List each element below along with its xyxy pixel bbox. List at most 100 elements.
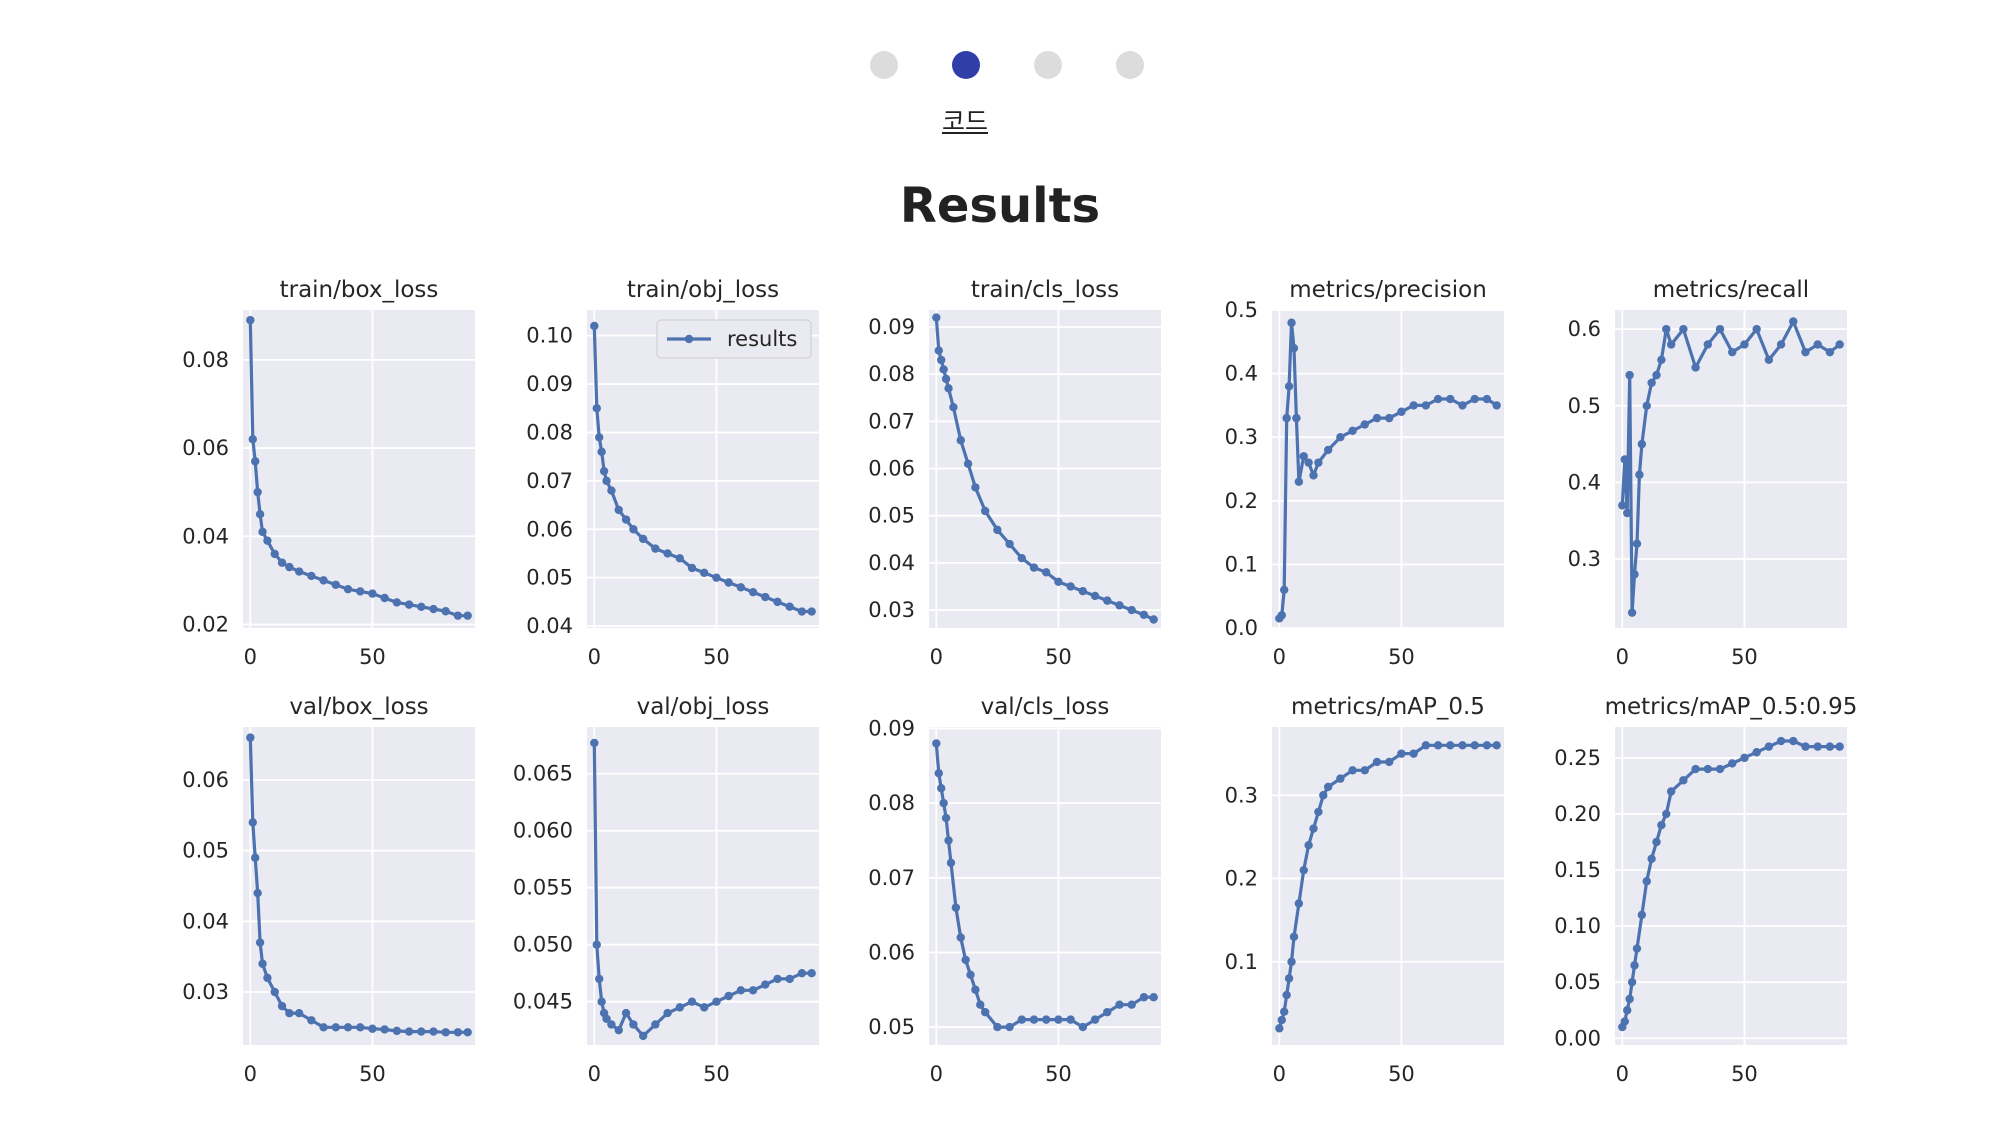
- data-point: [1652, 370, 1661, 380]
- data-point: [1825, 742, 1835, 751]
- data-point: [319, 576, 328, 585]
- y-tick-label: 0.5: [1225, 298, 1258, 322]
- data-point: [663, 1008, 672, 1018]
- x-tick-label: 0: [588, 1062, 601, 1086]
- data-point: [785, 602, 794, 611]
- x-tick-label: 0: [1616, 1062, 1629, 1086]
- data-point: [773, 597, 782, 607]
- y-tick-label: 0.04: [868, 551, 915, 575]
- data-point: [429, 1027, 438, 1036]
- data-point: [1728, 347, 1737, 357]
- data-point: [251, 457, 260, 466]
- data-point: [294, 1009, 304, 1018]
- chart-legend: results: [656, 319, 812, 359]
- x-tick-label: 50: [1388, 645, 1415, 669]
- data-point: [1801, 347, 1810, 357]
- data-point: [736, 986, 746, 995]
- data-point: [1304, 841, 1313, 850]
- data-point: [1446, 394, 1455, 404]
- y-tick-label: 0.04: [182, 909, 229, 933]
- y-tick-label: 0.1: [1225, 552, 1258, 576]
- pager-dot-2-active[interactable]: [952, 51, 980, 79]
- data-point: [956, 933, 965, 942]
- data-point: [1632, 944, 1642, 953]
- data-point: [590, 738, 599, 748]
- y-tick-label: 0.04: [526, 614, 573, 638]
- data-point: [1657, 820, 1666, 830]
- y-tick-label: 0.25: [1554, 746, 1601, 770]
- data-point: [1625, 370, 1634, 380]
- data-point: [1691, 764, 1700, 774]
- pager-dot-4[interactable]: [1116, 51, 1144, 79]
- y-tick-label: 0.08: [526, 420, 573, 444]
- data-point: [797, 968, 807, 978]
- data-point: [1637, 910, 1647, 920]
- data-point: [441, 607, 450, 616]
- data-point: [980, 1007, 990, 1017]
- data-point: [1679, 324, 1688, 334]
- x-tick-label: 50: [359, 1062, 386, 1086]
- data-point: [934, 769, 943, 778]
- data-point: [453, 1028, 463, 1037]
- y-tick-label: 0.05: [526, 566, 573, 590]
- data-point: [638, 534, 648, 544]
- data-point: [356, 1023, 365, 1032]
- data-point: [1360, 766, 1370, 775]
- data-point: [404, 1027, 414, 1036]
- data-point: [1287, 957, 1296, 966]
- legend-label: results: [727, 327, 797, 351]
- data-point: [1348, 766, 1357, 775]
- data-point: [1280, 585, 1289, 595]
- data-point: [1372, 413, 1382, 423]
- data-point: [1635, 470, 1644, 479]
- y-tick-label: 0.04: [182, 524, 229, 548]
- data-point: [1139, 610, 1149, 619]
- data-point: [602, 1014, 611, 1023]
- x-tick-label: 0: [244, 645, 257, 669]
- data-point: [1275, 1024, 1284, 1033]
- chart-panel-8: 0 50 0.05 0.06 0.07 0.08 0.09 val/cls_loss: [868, 694, 1161, 1086]
- data-point: [937, 355, 946, 365]
- data-point: [441, 1028, 450, 1037]
- data-point: [629, 1020, 638, 1029]
- chart-title: val/cls_loss: [981, 694, 1110, 720]
- data-point: [1813, 742, 1822, 751]
- data-point: [773, 974, 782, 984]
- data-point: [785, 974, 794, 984]
- data-point: [1801, 742, 1810, 751]
- data-point: [270, 987, 279, 997]
- data-point: [736, 583, 746, 592]
- y-tick-label: 0.05: [868, 504, 915, 528]
- data-point: [1789, 736, 1798, 746]
- y-tick-label: 0.02: [182, 612, 229, 636]
- pager-dot-1[interactable]: [870, 51, 898, 79]
- data-point: [1292, 413, 1301, 423]
- data-point: [258, 959, 267, 968]
- active-step-label[interactable]: 코드: [941, 107, 988, 136]
- y-tick-label: 0.03: [868, 598, 915, 622]
- y-tick-label: 0.07: [526, 469, 573, 493]
- data-point: [1017, 1015, 1026, 1024]
- data-point: [1149, 993, 1158, 1002]
- data-point: [417, 602, 426, 612]
- series-line: [1278, 322, 1498, 620]
- pager-dot-3[interactable]: [1034, 51, 1062, 79]
- data-point: [944, 836, 953, 845]
- data-point: [1319, 791, 1328, 800]
- data-point: [961, 955, 970, 965]
- data-point: [258, 527, 267, 537]
- data-point: [1284, 974, 1294, 983]
- data-point: [463, 1028, 472, 1037]
- data-point: [712, 997, 721, 1006]
- data-point: [675, 554, 684, 563]
- y-tick-label: 0.1: [1225, 950, 1258, 974]
- data-point: [248, 435, 257, 444]
- data-point: [590, 321, 599, 331]
- data-point: [932, 313, 941, 322]
- y-tick-label: 0.05: [868, 1015, 915, 1039]
- data-point: [1630, 570, 1639, 579]
- data-point: [1127, 605, 1136, 615]
- y-tick-label: 0.06: [182, 768, 229, 792]
- x-tick-label: 50: [359, 645, 386, 669]
